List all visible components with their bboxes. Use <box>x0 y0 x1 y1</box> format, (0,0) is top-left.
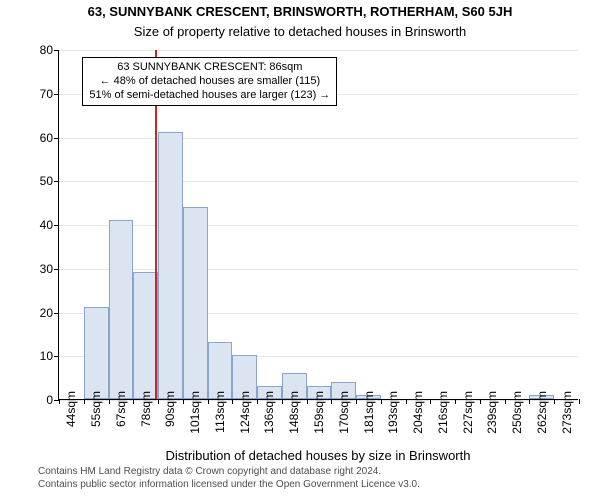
attribution-line1: Contains HM Land Registry data © Crown c… <box>38 466 578 479</box>
x-tick-label: 273sqm <box>560 391 574 434</box>
x-tick-mark <box>158 399 159 404</box>
y-tick-mark <box>54 94 59 95</box>
y-tick-mark <box>54 225 59 226</box>
x-tick-label: 204sqm <box>411 391 425 434</box>
x-tick-mark <box>381 399 382 404</box>
y-tick-mark <box>54 313 59 314</box>
y-tick-label: 40 <box>40 218 53 232</box>
histogram-bar <box>183 207 208 400</box>
histogram-bar <box>109 220 134 399</box>
x-tick-label: 193sqm <box>386 391 400 434</box>
x-tick-label: 124sqm <box>238 391 252 434</box>
chart-container: 63, SUNNYBANK CRESCENT, BRINSWORTH, ROTH… <box>0 0 600 500</box>
annotation-line2: ← 48% of detached houses are smaller (11… <box>89 75 330 89</box>
x-tick-label: 44sqm <box>64 391 78 427</box>
y-tick-label: 0 <box>46 393 53 407</box>
x-tick-mark <box>529 399 530 404</box>
x-tick-label: 113sqm <box>213 391 227 433</box>
x-tick-mark <box>430 399 431 404</box>
x-tick-mark <box>406 399 407 404</box>
x-tick-mark <box>505 399 506 404</box>
y-tick-mark <box>54 138 59 139</box>
x-tick-mark <box>133 399 134 404</box>
plot-area: 63 SUNNYBANK CRESCENT: 86sqm ← 48% of de… <box>58 50 578 400</box>
x-tick-mark <box>579 399 580 404</box>
x-tick-label: 250sqm <box>510 391 524 434</box>
y-tick-label: 80 <box>40 43 53 57</box>
x-tick-mark <box>307 399 308 404</box>
x-tick-mark <box>356 399 357 404</box>
x-tick-label: 170sqm <box>337 391 351 434</box>
y-tick-label: 30 <box>40 262 53 276</box>
y-tick-mark <box>54 400 59 401</box>
x-tick-label: 159sqm <box>312 391 326 434</box>
x-tick-mark <box>455 399 456 404</box>
y-tick-mark <box>54 269 59 270</box>
x-tick-mark <box>109 399 110 404</box>
histogram-bar <box>84 307 109 399</box>
chart-title-line1: 63, SUNNYBANK CRESCENT, BRINSWORTH, ROTH… <box>0 4 600 19</box>
x-tick-label: 136sqm <box>262 391 276 434</box>
y-tick-mark <box>54 50 59 51</box>
x-tick-label: 101sqm <box>188 391 202 434</box>
x-tick-label: 90sqm <box>163 391 177 427</box>
chart-title-line2: Size of property relative to detached ho… <box>0 24 600 39</box>
y-tick-mark <box>54 356 59 357</box>
annotation-line3: 51% of semi-detached houses are larger (… <box>89 89 330 103</box>
x-tick-label: 148sqm <box>287 391 301 434</box>
y-tick-label: 20 <box>40 306 53 320</box>
x-tick-mark <box>208 399 209 404</box>
x-tick-mark <box>59 399 60 404</box>
x-tick-mark <box>257 399 258 404</box>
x-axis-label: Distribution of detached houses by size … <box>58 448 578 463</box>
x-tick-mark <box>84 399 85 404</box>
x-tick-label: 239sqm <box>485 391 499 434</box>
y-tick-label: 70 <box>40 87 53 101</box>
annotation-line1: 63 SUNNYBANK CRESCENT: 86sqm <box>89 61 330 75</box>
x-tick-mark <box>183 399 184 404</box>
x-tick-mark <box>331 399 332 404</box>
histogram-bar <box>158 132 183 399</box>
attribution-text: Contains HM Land Registry data © Crown c… <box>38 466 578 491</box>
y-tick-label: 10 <box>40 349 53 363</box>
x-tick-label: 55sqm <box>89 391 103 427</box>
x-tick-label: 227sqm <box>461 391 475 434</box>
annotation-box: 63 SUNNYBANK CRESCENT: 86sqm ← 48% of de… <box>82 57 337 106</box>
attribution-line2: Contains public sector information licen… <box>38 479 578 492</box>
x-tick-mark <box>480 399 481 404</box>
x-tick-label: 67sqm <box>114 391 128 427</box>
x-tick-label: 181sqm <box>362 391 376 434</box>
x-tick-label: 262sqm <box>535 391 549 434</box>
x-tick-mark <box>282 399 283 404</box>
y-tick-label: 60 <box>40 131 53 145</box>
y-tick-label: 50 <box>40 174 53 188</box>
x-tick-mark <box>232 399 233 404</box>
x-tick-label: 78sqm <box>139 391 153 427</box>
y-tick-mark <box>54 181 59 182</box>
x-tick-mark <box>554 399 555 404</box>
x-tick-label: 216sqm <box>436 391 450 434</box>
